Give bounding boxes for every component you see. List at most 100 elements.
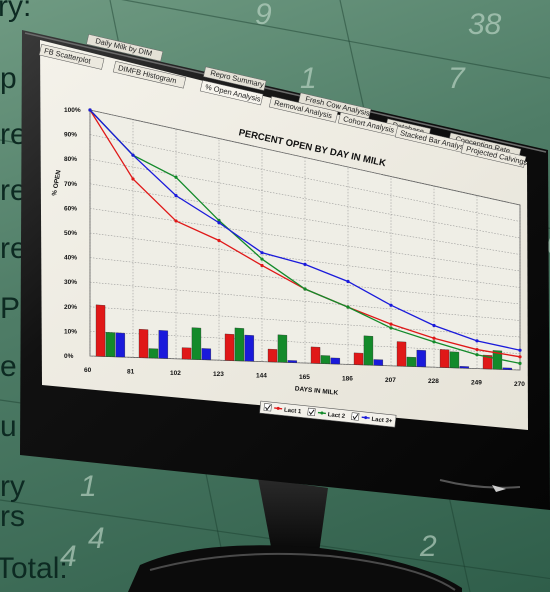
legend-marker [320,411,324,415]
bar-lact-1 [310,346,321,364]
bar-lact-2 [148,348,159,359]
y-tick-label: 40% [64,255,77,262]
tab-fb-scatterplot[interactable]: FB Scatterplot [43,46,92,66]
bg-number: 1 [80,470,97,503]
y-tick-label: 60% [64,205,77,212]
gridline-horizontal [89,183,521,255]
data-point [217,238,221,243]
data-point [346,279,350,284]
bar-lact-2 [449,351,460,369]
bar-lact-3- [459,366,469,369]
x-tick-label: 228 [428,378,439,385]
data-point [475,339,479,343]
legend-checkbox[interactable] [307,407,316,417]
percent-open-chart: PERCENT OPEN BY DAY IN MILK0%10%20%30%40… [51,107,525,428]
bar-lact-1 [181,347,192,360]
x-tick-label: 144 [256,373,267,380]
bar-lact-3- [330,357,340,365]
y-tick-label: 80% [64,156,77,163]
data-point [88,108,92,112]
y-tick-label: 30% [64,279,77,286]
bar-lact-2 [191,327,202,360]
y-tick-label: 90% [64,132,77,139]
bar-lact-1 [224,333,235,361]
data-point [518,361,522,365]
y-tick-label: 10% [64,328,77,335]
data-point [432,323,436,328]
x-tick-label: 207 [385,377,396,384]
x-tick-label: 81 [127,368,135,375]
bg-word: P [0,292,21,325]
bg-word: rs [0,500,25,533]
x-tick-label: 165 [299,374,310,381]
data-point [389,326,393,330]
data-point [475,353,479,357]
bg-number: 7 [448,62,465,95]
legend-checkbox[interactable] [351,412,360,421]
data-point [131,153,135,157]
bg-word: e [0,350,17,383]
y-tick-label: 50% [64,230,77,237]
checkmark-icon [308,409,315,416]
gridline-horizontal [89,134,521,222]
legend-box [259,400,397,428]
x-tick-label: 249 [471,380,482,387]
x-tick-label: 270 [514,381,525,388]
data-point [432,336,436,340]
x-tick-label: 60 [84,367,92,374]
bg-number: 38 [468,8,502,41]
bar-lact-3- [201,348,211,361]
data-point [346,305,350,309]
bg-word: p [0,62,17,95]
data-point [260,257,264,261]
checkmark-icon [265,404,271,411]
data-point [217,221,221,225]
bar-lact-2 [234,327,245,362]
bar-lact-2 [492,350,503,370]
data-point [389,303,393,307]
bar-lact-3- [502,367,512,370]
bar-lact-1 [353,352,364,366]
data-point [518,348,522,352]
legend-label: Lact 2 [327,412,346,420]
y-tick-label: 20% [64,304,77,311]
bg-word: ry [0,470,25,503]
bg-number: 2 [420,530,437,563]
legend-label: Lact 1 [284,408,303,416]
checkmark-icon [352,414,359,420]
bar-lact-1 [396,341,407,367]
y-axis-label: % OPEN [51,169,62,196]
data-point [303,287,307,291]
gridline-horizontal [89,158,521,239]
bar-lact-1 [439,349,450,368]
y-tick-label: 0% [64,353,74,360]
power-indicator-icon [492,485,506,492]
y-tick-label: 70% [64,181,77,188]
bar-lact-3- [244,334,254,362]
bar-lact-1 [267,348,278,363]
legend-marker [364,416,368,420]
data-point [174,175,178,179]
bar-lact-2 [277,334,288,363]
legend-label: Lact 3+ [371,417,393,425]
x-tick-label: 102 [170,370,181,377]
x-axis-label: DAYS IN MILK [294,385,338,397]
x-tick-label: 123 [213,371,224,378]
bg-word: ry: [0,0,32,23]
bar-lact-2 [320,355,331,364]
bar-lact-1 [95,304,106,357]
data-point [475,347,479,352]
bar-lact-1 [138,329,149,359]
bar-lact-3- [158,330,168,359]
data-point [217,218,221,223]
bar-lact-1 [482,354,493,370]
bg-number: 1 [300,62,317,95]
bar-lact-2 [363,335,374,366]
legend-checkbox[interactable] [263,403,272,412]
data-point [260,251,264,255]
y-tick-label: 100% [64,107,81,114]
data-point [174,219,178,223]
bar-lact-3- [287,360,297,363]
bar-lact-2 [406,356,417,367]
